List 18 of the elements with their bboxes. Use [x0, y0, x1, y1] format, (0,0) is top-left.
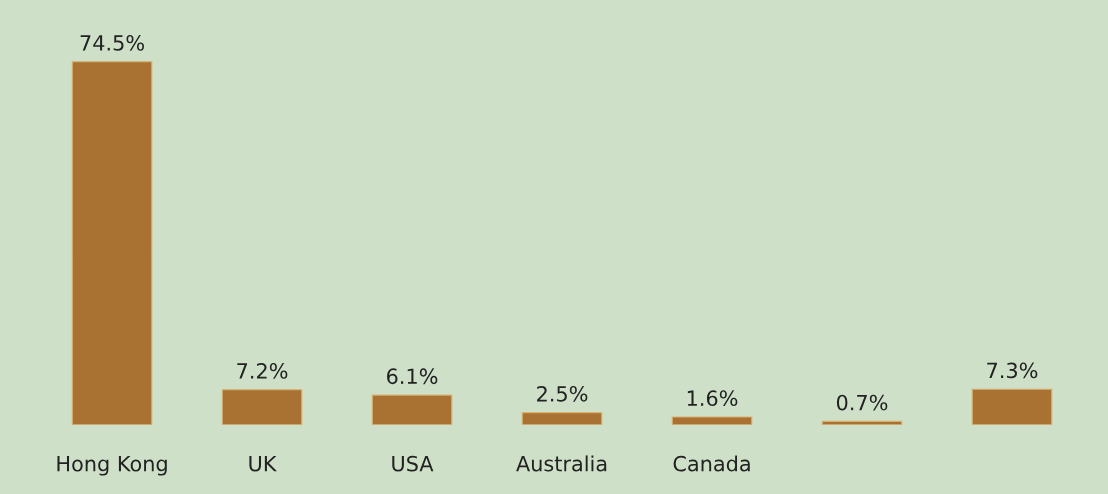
- data-label: 2.5%: [537, 385, 588, 402]
- data-label: 0.7%: [836, 394, 888, 411]
- bar: [671, 416, 753, 425]
- data-label: 7.3%: [987, 362, 1038, 379]
- bar: [371, 394, 453, 425]
- x-tick-label: USA: [392, 455, 434, 472]
- bar: [71, 61, 153, 425]
- x-tick-label: Australia: [516, 455, 607, 472]
- bar: [971, 388, 1053, 425]
- bar: [221, 389, 303, 425]
- x-tick-label: Canada: [673, 455, 750, 472]
- data-label: 6.1%: [387, 368, 438, 385]
- data-label: 1.6%: [687, 390, 738, 407]
- data-label: 7.2%: [237, 363, 288, 379]
- bar: [521, 412, 603, 425]
- x-tick-label: Hong Kong: [57, 456, 167, 476]
- x-tick-label: UK: [249, 456, 277, 472]
- data-label: 74.5%: [80, 34, 144, 51]
